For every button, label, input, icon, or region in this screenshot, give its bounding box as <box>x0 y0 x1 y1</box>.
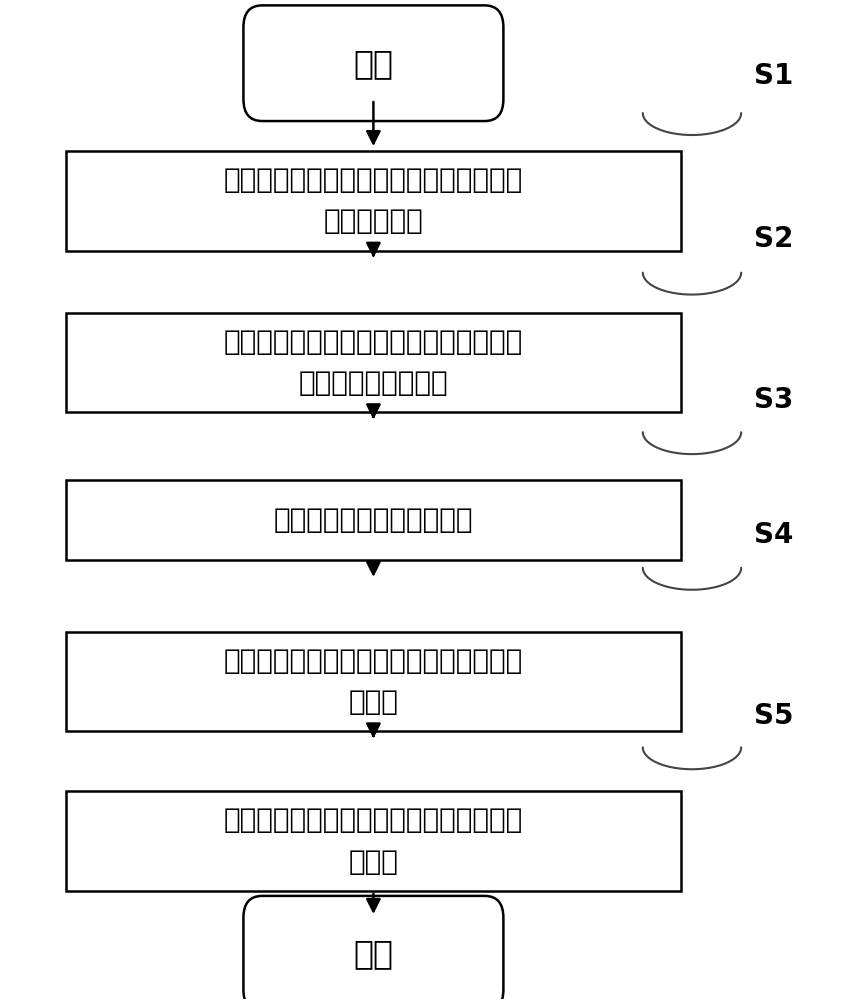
Text: 计算出具有二阶传动误差的假想被动轮展
成齿面: 计算出具有二阶传动误差的假想被动轮展 成齿面 <box>224 647 523 716</box>
Text: 建立二阶传动误差的数学模型，并计算出
被动轮的转角: 建立二阶传动误差的数学模型，并计算出 被动轮的转角 <box>224 166 523 235</box>
Text: S1: S1 <box>754 62 794 90</box>
Bar <box>65 313 681 412</box>
Bar <box>65 151 681 251</box>
Bar <box>65 480 681 560</box>
Bar <box>65 791 681 891</box>
Text: 开始: 开始 <box>353 47 394 80</box>
Text: 计算出假想主动轮展成齿面: 计算出假想主动轮展成齿面 <box>274 506 473 534</box>
Text: 基于展成齿条法，得到具有二阶传动误差
的假想展成齿面方程: 基于展成齿条法，得到具有二阶传动误差 的假想展成齿面方程 <box>224 328 523 397</box>
Text: 结束: 结束 <box>353 937 394 970</box>
Text: S4: S4 <box>754 521 794 549</box>
Text: 计算出具有二阶传动误差的成形砂轮的造
型方程: 计算出具有二阶传动误差的成形砂轮的造 型方程 <box>224 806 523 876</box>
Bar <box>65 632 681 731</box>
FancyBboxPatch shape <box>244 896 504 1000</box>
Text: S3: S3 <box>754 386 794 414</box>
Text: S5: S5 <box>754 702 794 730</box>
Text: S2: S2 <box>754 225 794 253</box>
FancyBboxPatch shape <box>244 5 504 121</box>
